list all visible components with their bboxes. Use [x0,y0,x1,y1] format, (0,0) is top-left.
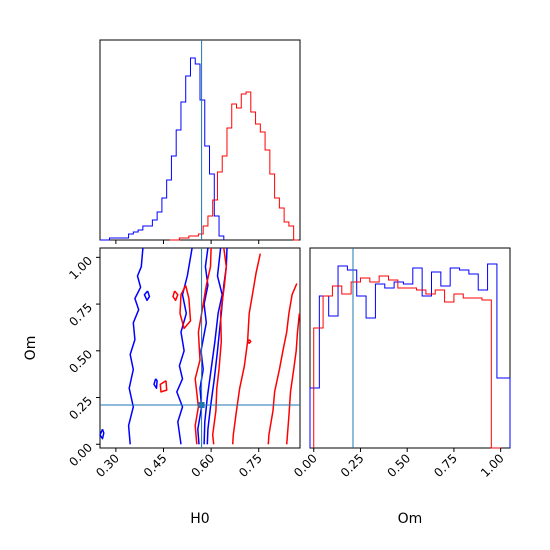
om-hist-xtick-label: 0.75 [431,451,460,480]
contour-line-series-1-6 [172,290,179,302]
h0-om-contour-panel: 0.30 0.45 0.60 0.75 0.00 0.25 0.50 0.75 1.00 [66,247,301,480]
contour-ticks: 0.30 0.45 0.60 0.75 0.00 0.25 0.50 0.75 1.00 [66,254,265,480]
contour-series [99,247,301,445]
contour-xtick-label: 0.45 [141,451,170,480]
om-hist-xtick-label: 0.50 [385,451,414,480]
contour-line-series-0-4 [203,247,223,445]
h0-histogram-series [100,57,299,241]
contour-ylabel: Om [23,336,39,361]
om-histogram-step-series-0 [309,263,511,448]
contour-xtick-label: 0.30 [93,451,122,480]
om-hist-xtick-label: 0.25 [338,451,367,480]
contour-line-series-1-8 [246,339,252,345]
contour-xlabel: H0 [190,511,209,527]
contour-line-series-1-5 [179,285,192,330]
contour-line-series-1-2 [231,253,262,445]
om-xlabel: Om [398,511,423,527]
contour-xtick-label: 0.60 [188,451,217,480]
contour-ytick-label: 1.00 [66,254,95,283]
contour-line-series-0-7 [153,378,158,389]
contour-xtick-label: 0.75 [236,451,265,480]
contour-ytick-label: 0.00 [66,440,95,469]
contour-frame [99,247,301,449]
contour-line-series-0-0 [127,247,144,445]
contour-ytick-label: 0.75 [66,300,95,329]
om-histogram-series [309,263,511,449]
h0-histogram-step-series-1 [169,91,299,241]
contour-ytick-label: 0.25 [66,394,95,423]
contour-line-series-1-4 [285,313,301,445]
contour-line-series-1-3 [267,283,298,445]
contour-line-series-1-0 [194,247,212,445]
contour-line-series-0-1 [99,428,105,440]
h0-histogram-frame [99,39,301,241]
om-histogram-ticks: 0.00 0.25 0.50 0.75 1.00 [291,448,507,480]
contour-ytick-label: 0.50 [66,347,95,376]
h0-histogram-panel [99,39,301,244]
contour-line-series-1-7 [159,380,168,393]
contour-line-series-1-1 [211,247,228,445]
contour-line-series-0-2 [176,247,193,445]
om-hist-xtick-label: 0.00 [291,451,320,480]
om-hist-xtick-label: 1.00 [478,451,507,480]
contour-line-series-0-6 [143,290,151,302]
om-histogram-frame [309,247,511,449]
om-histogram-step-series-1 [313,275,501,449]
om-histogram-panel: 0.00 0.25 0.50 0.75 1.00 [291,247,511,480]
h0-histogram-step-series-0 [100,57,225,241]
h0-histogram-ticks [115,240,260,244]
